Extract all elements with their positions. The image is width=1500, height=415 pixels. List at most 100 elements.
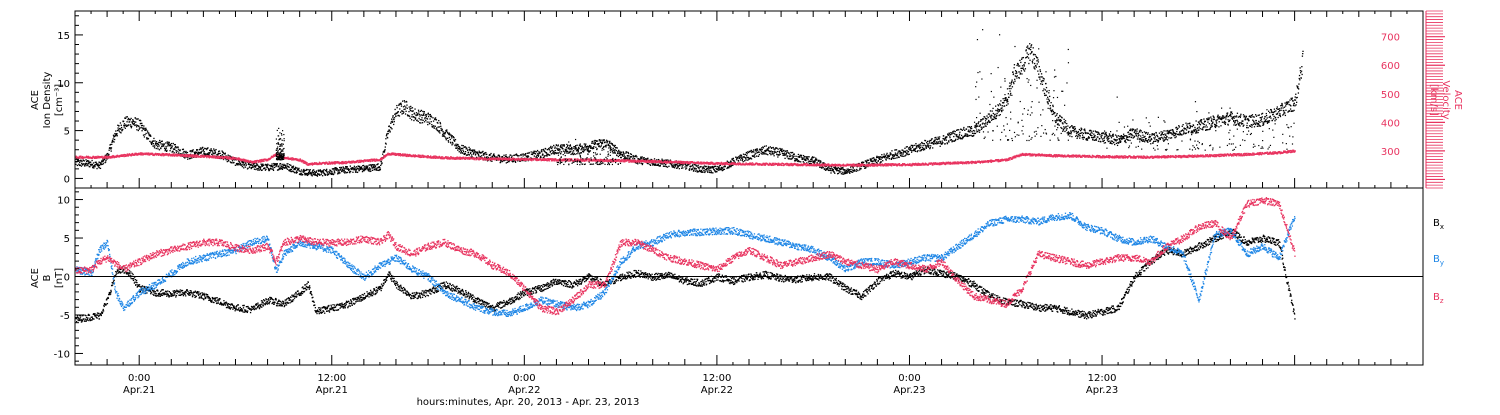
series-density-point <box>445 137 447 139</box>
series-density-point <box>109 147 111 149</box>
series-density-point <box>1107 137 1109 139</box>
series-density-point <box>1194 130 1196 132</box>
series-density-point <box>979 124 981 127</box>
series-density-point <box>1216 125 1218 127</box>
series-density-point <box>1100 137 1103 139</box>
series-density-point <box>1230 115 1232 118</box>
series-density-point <box>542 154 544 156</box>
series-density-point <box>1128 135 1131 138</box>
series-density-point <box>1132 137 1134 139</box>
series-density-point <box>996 112 998 115</box>
series-velocity-point <box>237 157 239 159</box>
series-density-point <box>196 150 198 152</box>
series-density-point <box>390 121 393 123</box>
series-density-point <box>1174 132 1176 135</box>
series-density-point <box>156 144 158 147</box>
series-density-point <box>1137 136 1139 138</box>
series-density-point <box>785 153 787 155</box>
series-density-point <box>240 164 242 166</box>
series-density-point <box>204 147 206 150</box>
series-density-point <box>793 153 795 155</box>
series-velocity-point <box>101 155 103 158</box>
series-density-point <box>1110 142 1112 144</box>
series-density-point <box>640 162 642 165</box>
series-density-point <box>260 163 262 165</box>
series-density-point <box>1185 122 1187 124</box>
series-density-point <box>468 154 471 156</box>
series-density-point <box>419 110 422 112</box>
series-density-point <box>945 138 947 140</box>
series-density-point <box>1276 112 1279 114</box>
series-density-point <box>690 165 692 167</box>
series-density-point <box>402 110 404 113</box>
series-density-point <box>929 147 931 150</box>
series-density-point <box>1197 131 1199 134</box>
series-density-point <box>425 115 427 118</box>
series-density-point <box>351 168 353 171</box>
series-density-point <box>1193 129 1196 132</box>
series-density-point <box>449 134 451 136</box>
series-density-point <box>1234 121 1236 123</box>
series-density-point <box>1093 139 1096 141</box>
series-density-point <box>616 154 618 157</box>
series-density-point <box>1192 130 1194 132</box>
series-density-point <box>729 161 732 163</box>
series-density-point <box>581 147 583 150</box>
series-density-point <box>429 122 431 125</box>
series-density-point <box>707 171 709 173</box>
series-density-point <box>103 158 106 161</box>
series-density-point <box>1220 118 1223 121</box>
series-density-point <box>841 173 844 175</box>
series-density-point <box>577 152 579 154</box>
series-density-point <box>1168 132 1170 134</box>
series-velocity-point <box>231 157 233 160</box>
series-density-point <box>1160 134 1163 136</box>
series-density-point <box>429 113 432 116</box>
series-density-point <box>1106 139 1109 141</box>
series-density-point <box>660 163 663 165</box>
series-density-point <box>593 143 596 146</box>
series-density-point <box>912 149 915 151</box>
series-density-point <box>369 169 371 171</box>
series-density-point <box>202 148 205 151</box>
series-density-point <box>916 151 919 153</box>
series-density-point <box>1034 54 1036 56</box>
series-velocity-point <box>146 152 148 154</box>
series-density-point <box>89 163 92 166</box>
series-density-point <box>694 164 696 166</box>
series-density-point <box>360 168 362 171</box>
series-density-point <box>1018 65 1021 67</box>
series-density-point <box>427 115 430 118</box>
series-velocity-point <box>146 154 148 156</box>
series-density-point <box>780 148 782 150</box>
series-density-point <box>1208 128 1210 131</box>
series-density-point <box>612 152 614 154</box>
series-density-point <box>881 157 883 159</box>
series-density-point <box>568 151 570 153</box>
series-velocity-point <box>258 160 261 162</box>
series-density-point <box>781 150 783 153</box>
series-density-point <box>84 165 86 167</box>
series-velocity-point <box>109 156 111 158</box>
series-density-point <box>1200 121 1202 123</box>
series-density-point <box>1222 117 1224 119</box>
series-density-point <box>1070 130 1072 132</box>
series-velocity-point <box>212 155 214 157</box>
series-density-point <box>579 152 581 154</box>
series-density-point <box>1176 128 1179 130</box>
series-density-point <box>459 147 461 149</box>
series-density-point <box>310 174 313 176</box>
series-density-point <box>323 173 326 175</box>
series-density-point <box>315 170 318 172</box>
series-density-point <box>926 144 928 147</box>
series-density-point <box>1116 144 1119 147</box>
series-density-point <box>577 146 580 149</box>
series-density-point <box>978 131 981 133</box>
series-density-point <box>1077 130 1079 133</box>
series-density-point <box>1096 133 1099 135</box>
series-density-point <box>767 149 769 151</box>
series-density-point <box>575 147 577 149</box>
series-density-point <box>1289 99 1291 101</box>
series-velocity-point <box>228 158 230 160</box>
series-density-point <box>829 169 832 172</box>
